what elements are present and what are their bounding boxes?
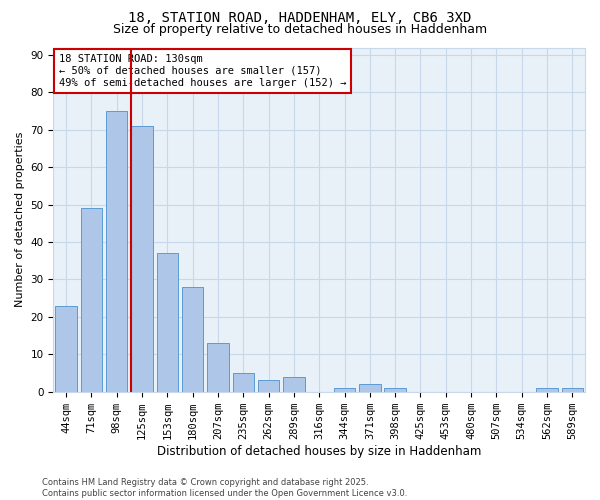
- Bar: [233, 373, 254, 392]
- Bar: [80, 208, 102, 392]
- Text: 18 STATION ROAD: 130sqm
← 50% of detached houses are smaller (157)
49% of semi-d: 18 STATION ROAD: 130sqm ← 50% of detache…: [59, 54, 346, 88]
- Bar: [562, 388, 583, 392]
- Bar: [536, 388, 558, 392]
- Y-axis label: Number of detached properties: Number of detached properties: [15, 132, 25, 308]
- Bar: [359, 384, 380, 392]
- Bar: [131, 126, 153, 392]
- Bar: [283, 377, 305, 392]
- Bar: [385, 388, 406, 392]
- X-axis label: Distribution of detached houses by size in Haddenham: Distribution of detached houses by size …: [157, 444, 481, 458]
- Bar: [207, 343, 229, 392]
- Bar: [106, 111, 127, 392]
- Bar: [157, 254, 178, 392]
- Text: Contains HM Land Registry data © Crown copyright and database right 2025.
Contai: Contains HM Land Registry data © Crown c…: [42, 478, 407, 498]
- Bar: [182, 287, 203, 392]
- Text: Size of property relative to detached houses in Haddenham: Size of property relative to detached ho…: [113, 22, 487, 36]
- Bar: [334, 388, 355, 392]
- Text: 18, STATION ROAD, HADDENHAM, ELY, CB6 3XD: 18, STATION ROAD, HADDENHAM, ELY, CB6 3X…: [128, 11, 472, 25]
- Bar: [55, 306, 77, 392]
- Bar: [258, 380, 280, 392]
